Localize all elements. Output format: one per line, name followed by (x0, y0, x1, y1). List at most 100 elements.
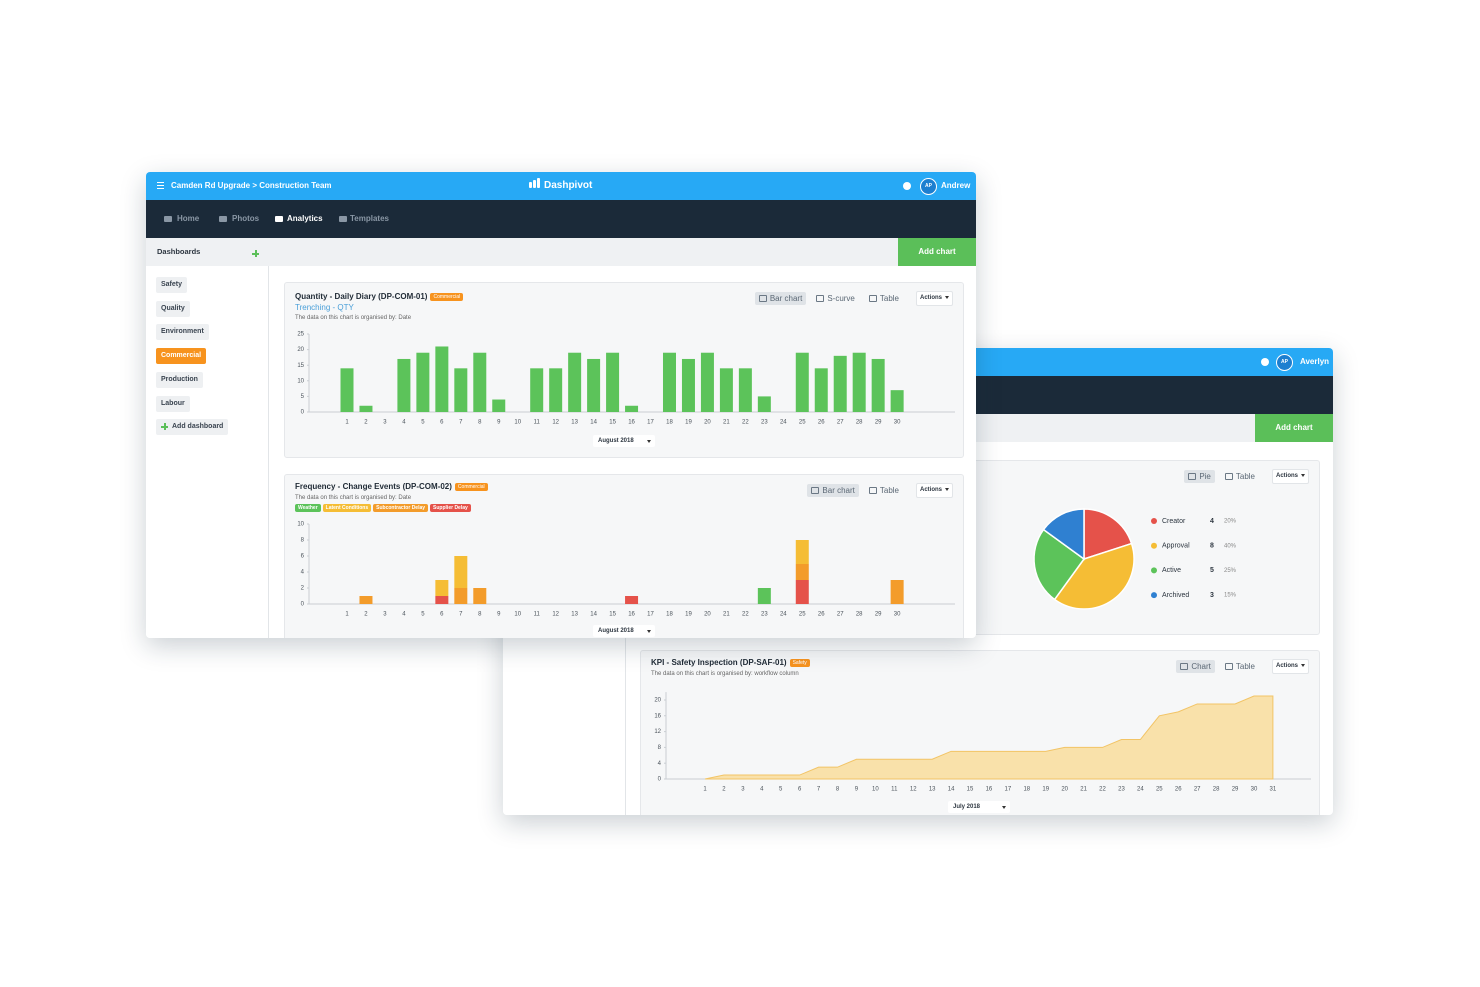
bar (454, 368, 468, 412)
dashboard-item[interactable]: Environment (156, 324, 209, 341)
help-icon[interactable] (1261, 358, 1269, 366)
dashboard-item[interactable]: Commercial (156, 348, 207, 365)
x-tick-label: 27 (1194, 787, 1201, 793)
period-select[interactable]: August 2018 (593, 435, 655, 447)
logo[interactable]: Dashpivot (544, 180, 593, 191)
tab-label: Table (1235, 662, 1255, 671)
x-tick-label: 10 (514, 612, 521, 618)
y-tick-label: 25 (297, 332, 304, 338)
bar-segment (625, 596, 639, 604)
y-tick-label: 0 (301, 410, 305, 416)
x-tick-label: 17 (1005, 787, 1012, 793)
chart-tab[interactable]: Bar chart (807, 484, 859, 497)
x-tick-label: 22 (1099, 787, 1106, 793)
legend-item[interactable]: Supplier Delay (430, 504, 471, 512)
x-tick-label: 23 (1118, 787, 1125, 793)
dashboard-item[interactable]: Labour (156, 395, 190, 412)
x-tick-label: 4 (402, 612, 406, 618)
nav-item[interactable]: Templates (350, 214, 389, 223)
x-tick-label: 12 (552, 420, 559, 426)
tab-icon (868, 487, 877, 494)
badge: Safety (789, 659, 810, 667)
actions-button[interactable]: Actions (916, 483, 953, 498)
x-tick-label: 28 (1213, 787, 1220, 793)
bar (681, 358, 695, 412)
x-tick-label: 26 (818, 420, 825, 426)
pie-slice (1053, 542, 1135, 610)
avatar[interactable]: AP (920, 178, 937, 195)
chart-note: The data on this chart is organised by: … (651, 671, 799, 677)
tab-label: S-curve (827, 294, 855, 303)
tab-icon (816, 295, 825, 302)
actions-button[interactable]: Actions (1272, 659, 1309, 674)
nav-item[interactable]: Analytics (287, 214, 323, 223)
user-name[interactable]: Andrew (941, 181, 971, 190)
x-tick-label: 4 (760, 787, 764, 793)
toolbar (146, 238, 976, 266)
x-tick-label: 6 (798, 787, 802, 793)
menu-icon[interactable] (157, 182, 164, 189)
chart-tab[interactable]: Table (1221, 470, 1259, 483)
x-tick-label: 19 (1042, 787, 1049, 793)
nav-item[interactable]: Home (177, 214, 200, 223)
dashboard-item[interactable]: Safety (156, 277, 188, 293)
legend-label: Active (1162, 567, 1181, 574)
x-tick-label: 5 (779, 787, 783, 793)
period-select[interactable]: July 2018 (948, 801, 1010, 813)
bar (871, 358, 885, 412)
tab-icon (1224, 663, 1233, 670)
y-tick-label: 0 (301, 602, 305, 608)
x-tick-label: 22 (742, 420, 749, 426)
chart-tab[interactable]: Table (1221, 660, 1259, 673)
x-tick-label: 29 (875, 420, 882, 426)
add-dashboard[interactable]: Add dashboard (156, 419, 229, 435)
chart-tab[interactable]: Table (865, 292, 903, 305)
chart-tab[interactable]: Pie (1184, 470, 1215, 483)
chart-tab[interactable]: Chart (1176, 660, 1215, 673)
legend-item[interactable]: Weather (295, 504, 321, 512)
legend-count: 5 (1210, 567, 1214, 574)
add-chart-button[interactable]: Add chart (898, 238, 976, 266)
breadcrumb[interactable]: Camden Rd Upgrade > Construction Team (171, 181, 332, 190)
nav-item[interactable]: Photos (232, 214, 260, 223)
dashboard-item[interactable]: Quality (156, 300, 190, 317)
chart-tab[interactable]: Table (865, 484, 903, 497)
add-chart-button[interactable]: Add chart (1255, 414, 1333, 442)
x-tick-label: 24 (780, 420, 787, 426)
x-tick-label: 30 (1251, 787, 1258, 793)
chart-note: The data on this chart is organised by: … (295, 495, 412, 501)
x-tick-label: 29 (875, 612, 882, 618)
legend-dot (1151, 542, 1157, 549)
x-tick-label: 18 (1023, 787, 1030, 793)
add-dashboard-icon[interactable] (252, 250, 259, 257)
x-tick-label: 10 (514, 420, 521, 426)
chart-title: Quantity - Daily Diary (DP-COM-01) (295, 292, 428, 302)
tab-icon (1224, 473, 1233, 480)
help-icon[interactable] (903, 182, 911, 190)
actions-button[interactable]: Actions (1272, 469, 1309, 484)
x-tick-label: 8 (478, 612, 482, 618)
legend-item[interactable]: Subcontractor Delay (373, 504, 429, 512)
actions-button[interactable]: Actions (916, 291, 953, 306)
x-tick-label: 2 (722, 787, 726, 793)
period-label: August 2018 (598, 438, 634, 444)
legend-item[interactable]: Latent Conditions (322, 504, 372, 512)
chart-tab[interactable]: Bar chart (754, 292, 807, 305)
nav-icon (164, 216, 172, 222)
legend-percent: 15% (1224, 593, 1237, 599)
period-select[interactable]: August 2018 (593, 625, 655, 637)
bar-segment (435, 596, 449, 604)
dashboard-item[interactable]: Production (156, 371, 203, 388)
chart-tab[interactable]: S-curve (812, 292, 859, 305)
x-tick-label: 2 (364, 420, 368, 426)
tab-icon (868, 295, 877, 302)
x-tick-label: 25 (799, 420, 806, 426)
avatar[interactable]: AP (1276, 354, 1293, 371)
x-tick-label: 1 (345, 612, 349, 618)
x-tick-label: 30 (894, 612, 901, 618)
chart-card: 0 5 10 15 20 25 1 2 3 4 5 6 7 8 9 10 11 12 13 14 15 16 17 18 19 2… (284, 282, 964, 458)
chart-tabs: Chart Table (1176, 660, 1259, 673)
user-name[interactable]: Averlyn (1300, 357, 1330, 366)
x-tick-label: 22 (742, 612, 749, 618)
